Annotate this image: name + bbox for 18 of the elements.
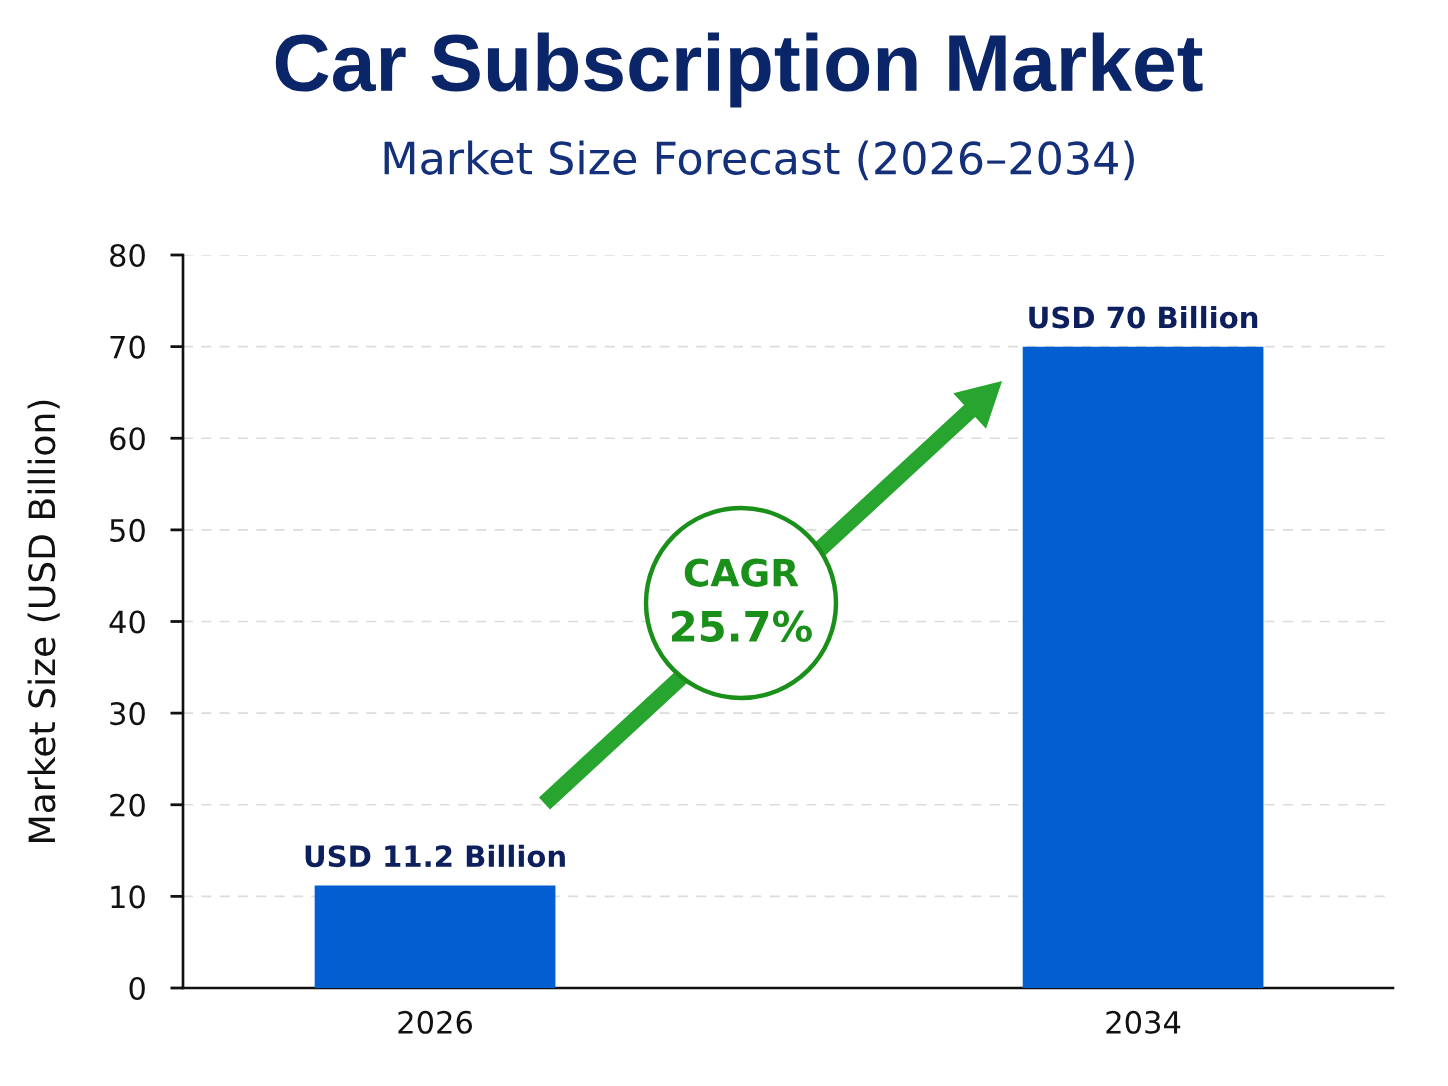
chart-title: Car Subscription Market xyxy=(275,32,1203,108)
y-tick-label: 20 xyxy=(110,793,145,817)
y-tick-label: 0 xyxy=(129,976,145,1001)
y-tick-label: 60 xyxy=(110,427,145,451)
y-tick-label: 50 xyxy=(110,518,145,542)
data-label: USD 70 Billion xyxy=(1029,305,1258,329)
chart-subtitle: Market Size Forecast (2026–2034) xyxy=(384,140,1134,181)
x-tick-label: 2026 xyxy=(398,1010,473,1034)
y-tick-label: 10 xyxy=(111,885,145,909)
annotation: CAGR xyxy=(684,558,799,587)
annotation: 25.7% xyxy=(672,610,812,643)
data-label: USD 11.2 Billion xyxy=(305,844,565,868)
y-tick-label: 30 xyxy=(110,702,145,726)
y-tick-label: 80 xyxy=(110,243,145,268)
y-tick-label: 70 xyxy=(110,335,145,359)
y-tick-label: 40 xyxy=(109,610,145,634)
x-tick-label: 2034 xyxy=(1106,1010,1181,1034)
y-axis-title: Market Size (USD Billion) xyxy=(27,400,60,842)
